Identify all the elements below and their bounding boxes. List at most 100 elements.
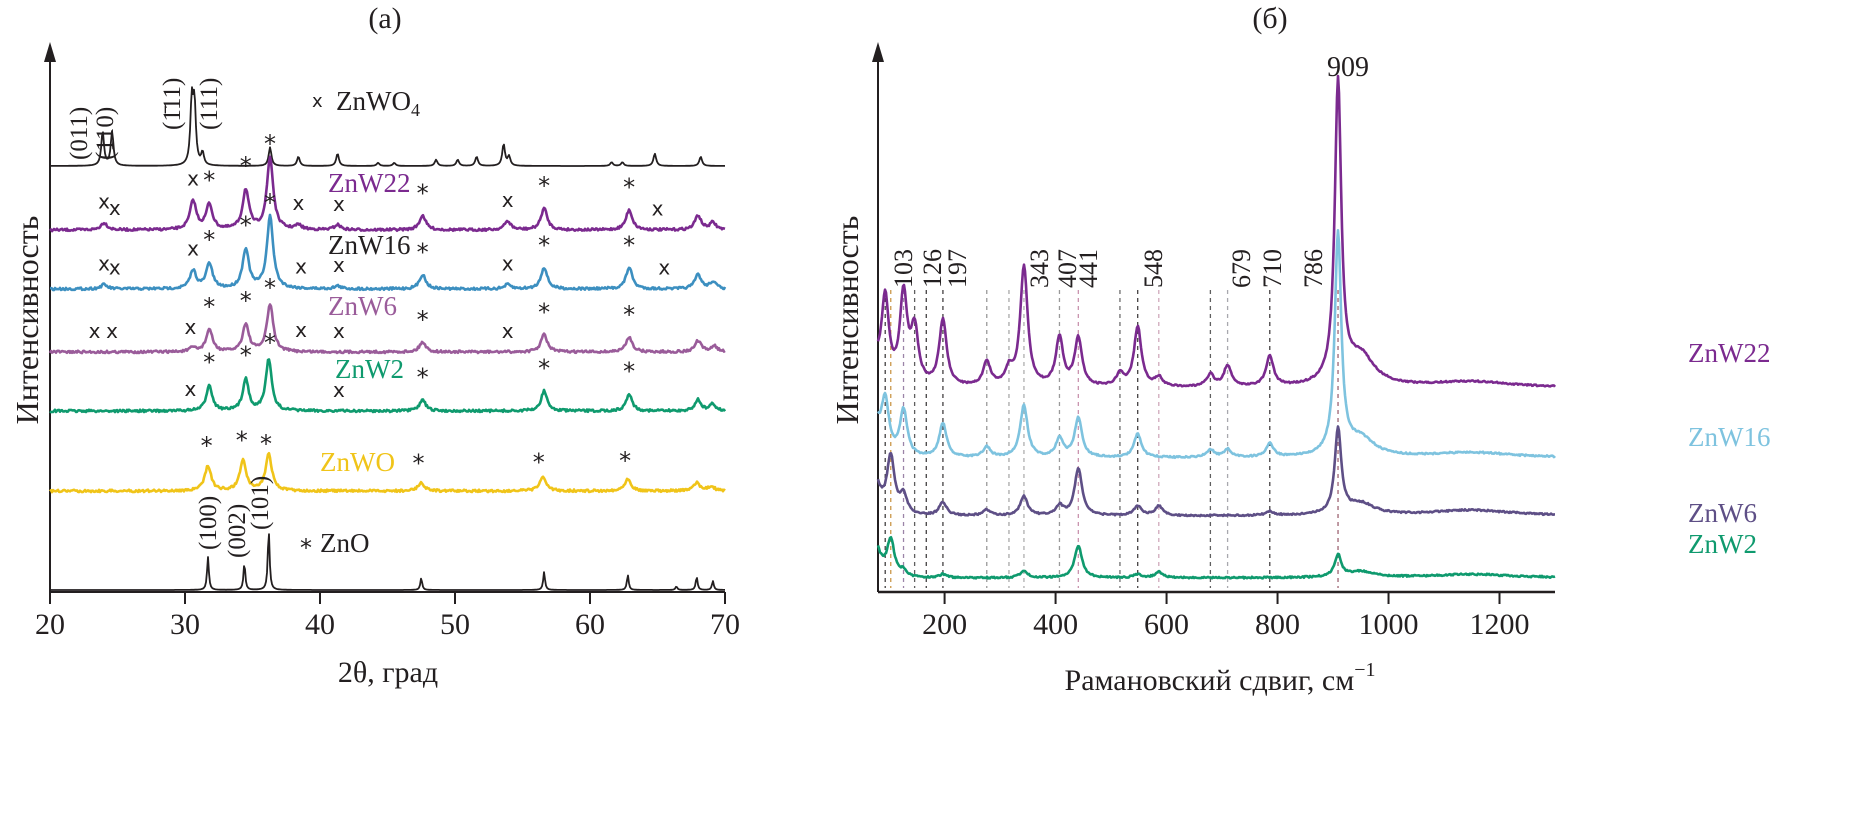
hkl-label: (002) <box>224 504 251 558</box>
panel-b-series <box>876 74 1557 580</box>
znwo4-marker-x: x <box>89 319 101 343</box>
panel-b-x-axis-label: Рамановский сдвиг, см−1 <box>1065 659 1376 697</box>
panel-b-reference-lines <box>884 290 1339 588</box>
panel-b-x-axis-label-sup: −1 <box>1354 659 1375 681</box>
hkl-label: (101) <box>247 476 274 530</box>
peak-label: 197 <box>943 249 972 288</box>
zno-marker-asterisk: * <box>236 427 248 455</box>
legend-zno: * ZnO <box>300 528 370 562</box>
series-label-znw2: ZnW2 <box>1688 529 1757 559</box>
series-line-znw6 <box>876 425 1556 518</box>
zno-marker-asterisk: * <box>538 355 550 383</box>
legend-zno4-label: ZnWO4 <box>336 86 420 120</box>
panel-b-raman: (б) 200 400 600 800 1000 1200 ZnW22 ZnW16 ZnW6Z… <box>829 2 1770 697</box>
series-line-znw6 <box>48 303 726 355</box>
zno-marker-asterisk: * <box>264 130 276 158</box>
peak-label: 441 <box>1074 249 1103 288</box>
legend-zno4-text: ZnWO <box>336 86 411 116</box>
x-tick-label: 40 <box>305 608 335 641</box>
peak-label: 909 <box>1327 52 1369 83</box>
series-line-znw22 <box>876 74 1557 388</box>
series-line-znw16 <box>876 229 1556 459</box>
peak-label: 710 <box>1258 249 1287 288</box>
znwo4-marker-x: x <box>98 190 110 214</box>
panel-b-x-axis-label-text: Рамановский сдвиг, см <box>1065 664 1355 697</box>
znwo4-marker-x: x <box>98 252 110 276</box>
znwo4-marker-x: x <box>184 377 196 401</box>
znwo4-marker-x: x <box>502 188 514 212</box>
x-tick-label: 20 <box>35 608 65 641</box>
peak-label: 679 <box>1227 249 1256 288</box>
zno-marker-asterisk: * <box>203 348 215 376</box>
zno-marker-asterisk: * <box>538 298 550 326</box>
panel-a-title: (a) <box>368 2 401 35</box>
hkl-label: (111) <box>196 78 223 130</box>
hkl-label: (1̄11) <box>159 78 186 130</box>
zno-marker-asterisk: * <box>264 274 276 302</box>
series-line-znw16 <box>49 213 727 292</box>
panel-b-x-ticks: 200 400 600 800 1000 1200 <box>922 592 1530 641</box>
panel-b-title: (б) <box>1252 2 1287 35</box>
series-label-znw2: ZnW2 <box>335 354 404 384</box>
panel-b-y-axis-label: Интенсивность <box>829 216 865 425</box>
hkl-label: (100) <box>195 496 222 550</box>
znwo4-marker-x: x <box>106 319 118 343</box>
series-line-znwo <box>49 451 726 494</box>
x-tick-label: 1000 <box>1359 608 1419 641</box>
znwo4-marker-x: x <box>292 191 304 215</box>
x-tick-label: 400 <box>1033 608 1078 641</box>
x-tick-label: 200 <box>922 608 967 641</box>
znwo4-marker-x: x <box>333 192 345 216</box>
panel-a-y-axis-label: Интенсивность <box>9 216 45 425</box>
zno-marker-asterisk: * <box>264 329 276 357</box>
zno-marker-asterisk: * <box>201 432 213 460</box>
series-label-znw6: ZnW6 <box>1688 498 1757 528</box>
panel-a-x-ticks: 20 30 40 50 60 70 <box>35 592 740 641</box>
panel-a-series-labels: ZnW22 ZnW16 ZnW6 ZnW2 ZnWO <box>320 168 410 477</box>
znwo4-marker-x: x <box>187 236 199 260</box>
x-tick-label: 600 <box>1144 608 1189 641</box>
x-tick-label: 50 <box>440 608 470 641</box>
znwo4-marker-x: x <box>652 196 664 220</box>
znwo4-marker-x: x <box>658 255 670 279</box>
zno-marker-asterisk: * <box>240 152 252 180</box>
zno-marker-asterisk: * <box>623 301 635 329</box>
legend-zno-marker: * <box>300 534 312 562</box>
peak-label: 103 <box>889 249 918 288</box>
zno-marker-asterisk: * <box>203 167 215 195</box>
x-tick-label: 60 <box>575 608 605 641</box>
zno-marker-asterisk: * <box>417 306 429 334</box>
znwo4-marker-x: x <box>295 255 307 279</box>
zno-marker-asterisk: * <box>417 179 429 207</box>
znwo4-marker-x: x <box>184 315 196 339</box>
znwo4-marker-x: x <box>187 166 199 190</box>
series-label-znw16: ZnW16 <box>1688 422 1770 452</box>
legend-zno4: x ZnWO4 <box>312 86 420 120</box>
zno-marker-asterisk: * <box>619 447 631 475</box>
zno-marker-asterisk: * <box>203 226 215 254</box>
zno-marker-asterisk: * <box>538 172 550 200</box>
zno-marker-asterisk: * <box>240 287 252 315</box>
series-line-znwo4 <box>50 86 725 167</box>
x-tick-label: 800 <box>1255 608 1300 641</box>
znwo4-marker-x: x <box>333 319 345 343</box>
series-line-znw2 <box>876 536 1556 580</box>
zno-marker-asterisk: * <box>240 211 252 239</box>
zno-marker-asterisk: * <box>623 358 635 386</box>
series-line-zno <box>50 533 725 591</box>
panel-a-x-axis-label: 2θ, град <box>338 656 438 689</box>
zno-marker-asterisk: * <box>538 231 550 259</box>
znwo4-marker-x: x <box>295 318 307 342</box>
zno-marker-asterisk: * <box>417 238 429 266</box>
znwo4-marker-x: x <box>502 251 514 275</box>
panel-a-series <box>48 86 727 591</box>
peak-label: 407 <box>1053 249 1082 288</box>
series-label-znw6: ZnW6 <box>328 291 397 321</box>
panel-a-axes <box>44 42 725 593</box>
zno-marker-asterisk: * <box>240 342 252 370</box>
y-axis-arrow-icon <box>44 42 56 62</box>
series-line-znw22 <box>49 155 726 233</box>
